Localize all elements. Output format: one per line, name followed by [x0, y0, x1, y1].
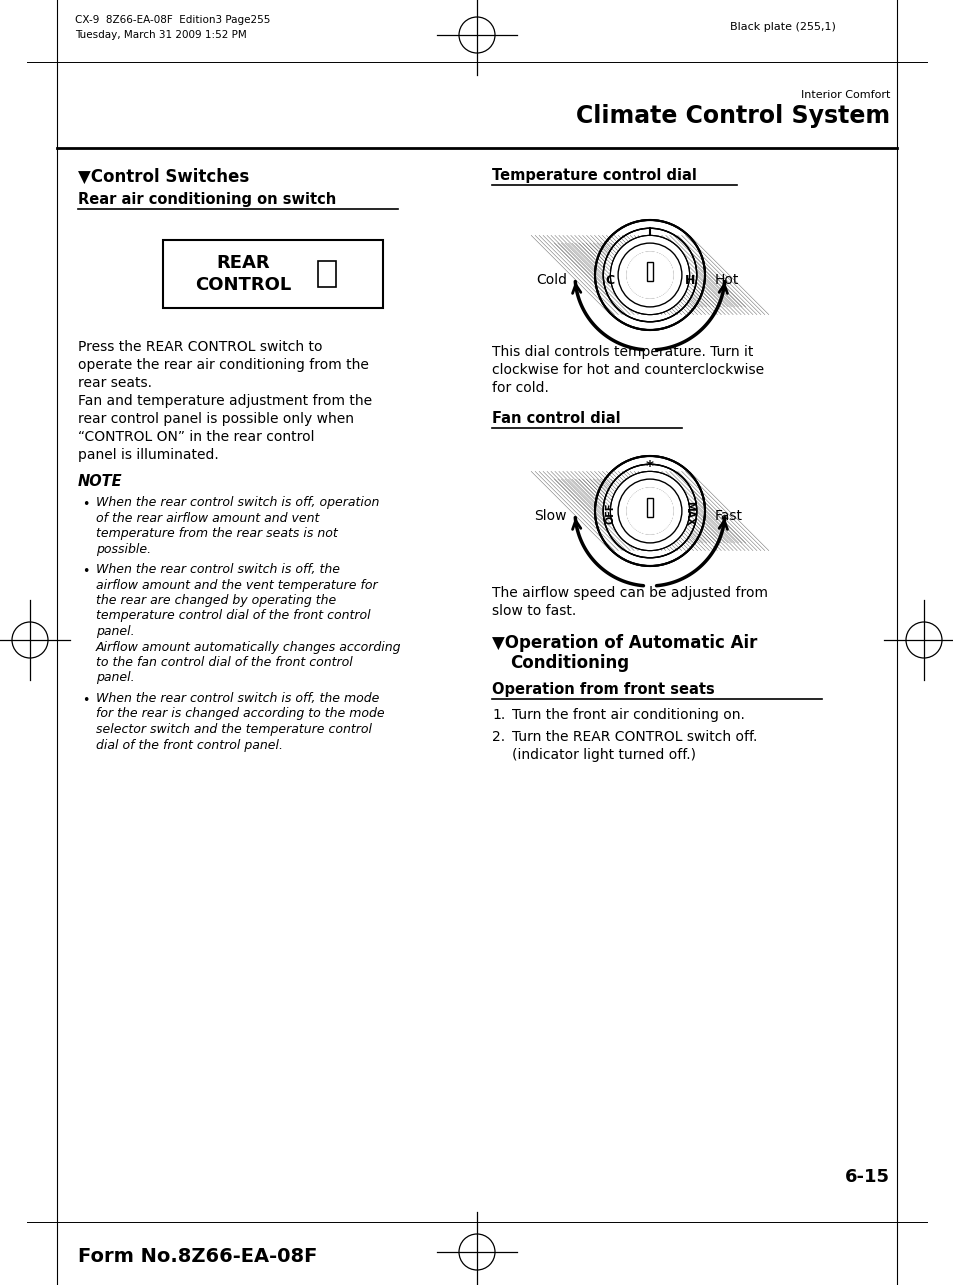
Text: 1.: 1. [492, 708, 505, 722]
Text: When the rear control switch is off, the: When the rear control switch is off, the [96, 563, 339, 576]
Text: C: C [605, 274, 615, 287]
Text: Fan control dial: Fan control dial [492, 411, 620, 427]
Text: temperature control dial of the front control: temperature control dial of the front co… [96, 609, 370, 622]
Text: •: • [82, 565, 90, 578]
Text: clockwise for hot and counterclockwise: clockwise for hot and counterclockwise [492, 362, 763, 377]
Text: Tuesday, March 31 2009 1:52 PM: Tuesday, March 31 2009 1:52 PM [75, 30, 247, 40]
Text: Form No.8Z66-EA-08F: Form No.8Z66-EA-08F [78, 1248, 317, 1267]
Text: Climate Control System: Climate Control System [576, 104, 889, 128]
Bar [163, 240, 382, 308]
Text: ▼Control Switches: ▼Control Switches [78, 168, 249, 186]
Bar [317, 261, 335, 287]
Circle shape [626, 252, 673, 298]
Circle shape [618, 243, 681, 307]
Text: to the fan control dial of the front control: to the fan control dial of the front con… [96, 657, 353, 669]
Text: airflow amount and the vent temperature for: airflow amount and the vent temperature … [96, 578, 377, 591]
Text: selector switch and the temperature control: selector switch and the temperature cont… [96, 723, 372, 736]
Text: Black plate (255,1): Black plate (255,1) [729, 22, 835, 32]
Text: Interior Comfort: Interior Comfort [800, 90, 889, 100]
Circle shape [602, 229, 696, 321]
Text: Rear air conditioning on switch: Rear air conditioning on switch [78, 191, 335, 207]
Text: H: H [683, 274, 694, 287]
Text: for cold.: for cold. [492, 380, 548, 394]
Text: panel.: panel. [96, 672, 134, 685]
Circle shape [626, 252, 673, 298]
Text: Turn the REAR CONTROL switch off.: Turn the REAR CONTROL switch off. [512, 730, 757, 744]
Text: “CONTROL ON” in the rear control: “CONTROL ON” in the rear control [78, 430, 314, 445]
Text: panel.: panel. [96, 625, 134, 637]
Text: slow to fast.: slow to fast. [492, 604, 576, 618]
Text: CX-9  8Z66-EA-08F  Edition3 Page255: CX-9 8Z66-EA-08F Edition3 Page255 [75, 15, 270, 24]
Text: Turn the front air conditioning on.: Turn the front air conditioning on. [512, 708, 744, 722]
Text: Fast: Fast [714, 509, 742, 523]
Text: rear control panel is possible only when: rear control panel is possible only when [78, 412, 354, 427]
Text: REAR
CONTROL: REAR CONTROL [194, 254, 291, 294]
Text: •: • [82, 499, 90, 511]
Circle shape [626, 488, 673, 535]
Circle shape [618, 479, 681, 542]
Text: When the rear control switch is off, the mode: When the rear control switch is off, the… [96, 693, 379, 705]
Circle shape [610, 472, 689, 550]
Text: Cold: Cold [536, 272, 566, 287]
Circle shape [626, 488, 673, 535]
Text: •: • [82, 694, 90, 707]
Text: The airflow speed can be adjusted from: The airflow speed can be adjusted from [492, 586, 767, 600]
Text: Press the REAR CONTROL switch to: Press the REAR CONTROL switch to [78, 341, 322, 353]
Text: of the rear airflow amount and vent: of the rear airflow amount and vent [96, 511, 319, 524]
Text: Conditioning: Conditioning [510, 654, 628, 672]
Text: temperature from the rear seats is not: temperature from the rear seats is not [96, 527, 337, 540]
Text: (indicator light turned off.): (indicator light turned off.) [512, 748, 696, 762]
Text: Operation from front seats: Operation from front seats [492, 682, 714, 696]
Text: OFF: OFF [605, 502, 615, 524]
Circle shape [610, 235, 689, 315]
Text: Slow: Slow [534, 509, 566, 523]
Text: NOTE: NOTE [78, 474, 123, 490]
Text: Temperature control dial: Temperature control dial [492, 168, 696, 182]
Text: When the rear control switch is off, operation: When the rear control switch is off, ope… [96, 496, 379, 509]
Text: panel is illuminated.: panel is illuminated. [78, 448, 218, 463]
Text: operate the rear air conditioning from the: operate the rear air conditioning from t… [78, 359, 369, 371]
Circle shape [602, 464, 696, 558]
Text: rear seats.: rear seats. [78, 377, 152, 391]
Text: Airflow amount automatically changes according: Airflow amount automatically changes acc… [96, 640, 401, 654]
Text: *: * [645, 460, 654, 475]
Text: 6-15: 6-15 [844, 1168, 889, 1186]
Text: MAX: MAX [684, 501, 694, 526]
Bar [646, 262, 653, 281]
Text: for the rear is changed according to the mode: for the rear is changed according to the… [96, 708, 384, 721]
Text: 2.: 2. [492, 730, 504, 744]
Text: This dial controls temperature. Turn it: This dial controls temperature. Turn it [492, 344, 753, 359]
Bar [646, 497, 653, 517]
Text: possible.: possible. [96, 542, 151, 555]
Text: the rear are changed by operating the: the rear are changed by operating the [96, 594, 335, 607]
Text: ▼Operation of Automatic Air: ▼Operation of Automatic Air [492, 634, 757, 651]
Text: Fan and temperature adjustment from the: Fan and temperature adjustment from the [78, 394, 372, 409]
Text: Hot: Hot [714, 272, 739, 287]
Text: dial of the front control panel.: dial of the front control panel. [96, 739, 283, 752]
